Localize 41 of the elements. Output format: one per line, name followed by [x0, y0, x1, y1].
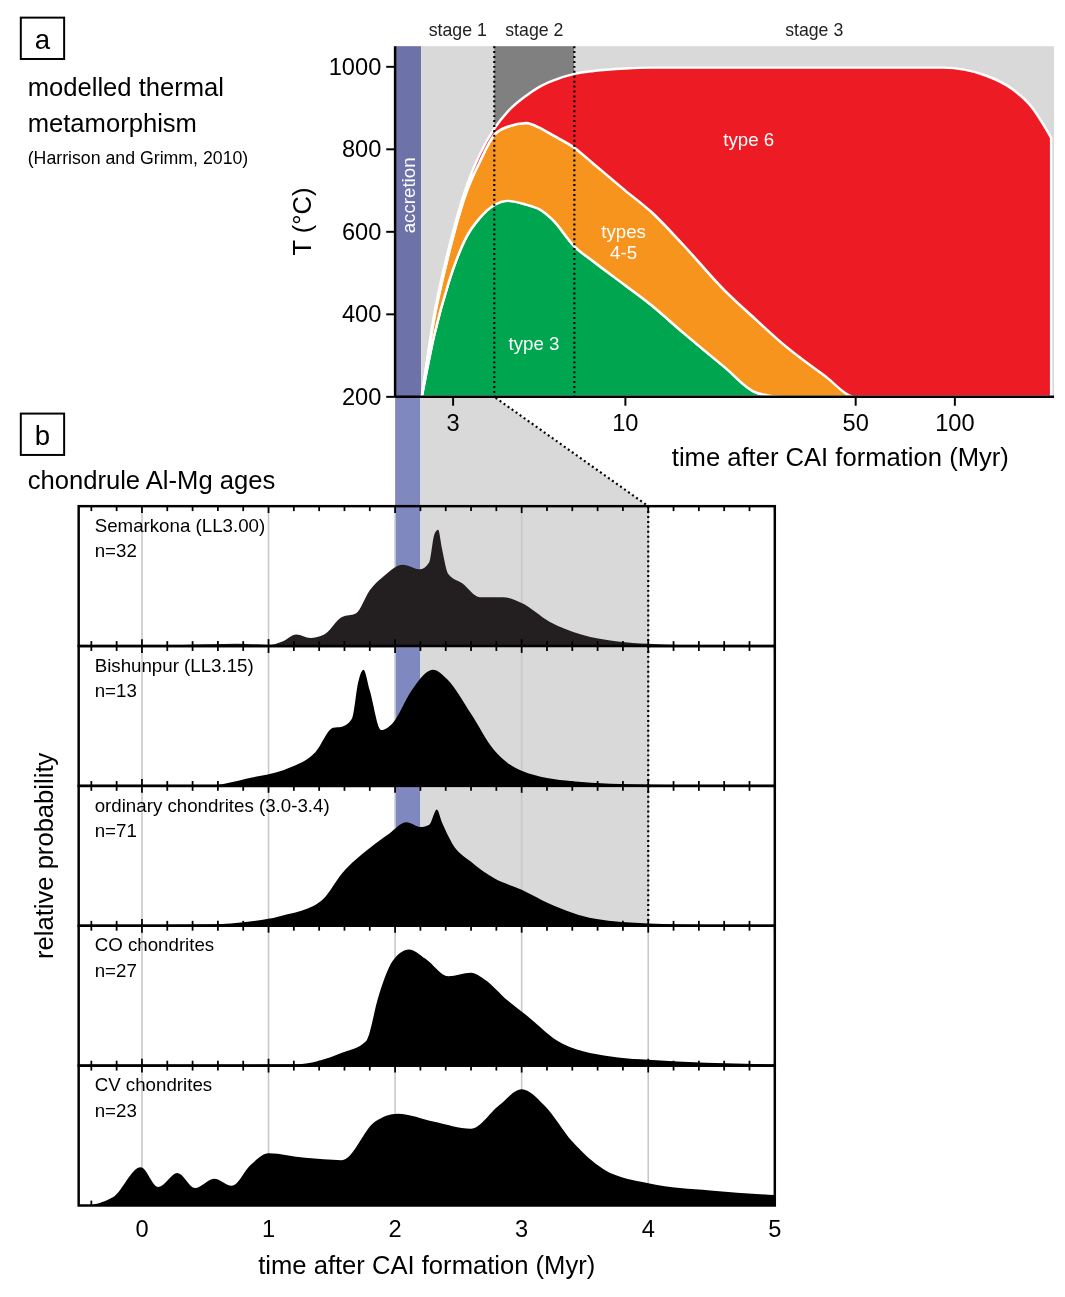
x-axis-title: time after CAI formation (Myr)	[258, 1251, 596, 1280]
y-tick-label: 800	[341, 136, 382, 163]
annotation: n=13	[94, 680, 137, 702]
text: (Harrison and Grimm, 2010)	[27, 148, 249, 169]
y-tick-label: 200	[341, 383, 382, 410]
y-axis-title: T (°C)	[288, 187, 317, 256]
x-tick-label: 10	[612, 410, 639, 437]
series-label: types 4-5	[601, 221, 646, 263]
annotation: n=23	[94, 1099, 137, 1121]
x-tick-label: 100	[935, 410, 975, 437]
band-label: accretion	[398, 157, 420, 234]
x-tick-label: 3	[446, 410, 460, 437]
band-label: stage 3	[785, 20, 844, 41]
chart-title: CV chondrites	[94, 1074, 213, 1096]
annotation: n=71	[94, 820, 137, 842]
annotation: n=32	[94, 540, 137, 562]
text: modelled thermal metamorphism	[27, 73, 225, 137]
y-tick-label: 600	[341, 218, 382, 245]
x-axis-title: time after CAI formation (Myr)	[671, 442, 1009, 471]
chart-title: Bishunpur (LL3.15)	[94, 654, 254, 676]
chart-title: CO chondrites	[94, 934, 215, 956]
x-tick-label: 1	[261, 1216, 276, 1243]
x-tick-label: 2	[388, 1216, 402, 1243]
text: b	[34, 420, 51, 452]
chart-title: ordinary chondrites (3.0-3.4)	[94, 794, 330, 816]
band-label: stage 1	[428, 20, 487, 41]
band-label: stage 2	[505, 20, 564, 41]
chart-title: Semarkona (LL3.00)	[94, 514, 266, 536]
y-tick-label: 1000	[328, 53, 382, 80]
annotation: n=27	[94, 959, 137, 981]
x-tick-label: 5	[768, 1216, 782, 1243]
y-axis-title: relative probability	[30, 752, 59, 959]
y-tick-label: 400	[341, 301, 382, 328]
text: chondrule Al-Mg ages	[27, 466, 276, 495]
x-tick-label: 0	[135, 1216, 149, 1243]
series-label: type 3	[508, 332, 560, 354]
x-tick-label: 50	[842, 410, 869, 437]
series-label: type 6	[723, 128, 775, 150]
x-tick-label: 4	[641, 1216, 655, 1243]
x-tick-label: 3	[515, 1216, 529, 1243]
text: a	[34, 24, 51, 56]
